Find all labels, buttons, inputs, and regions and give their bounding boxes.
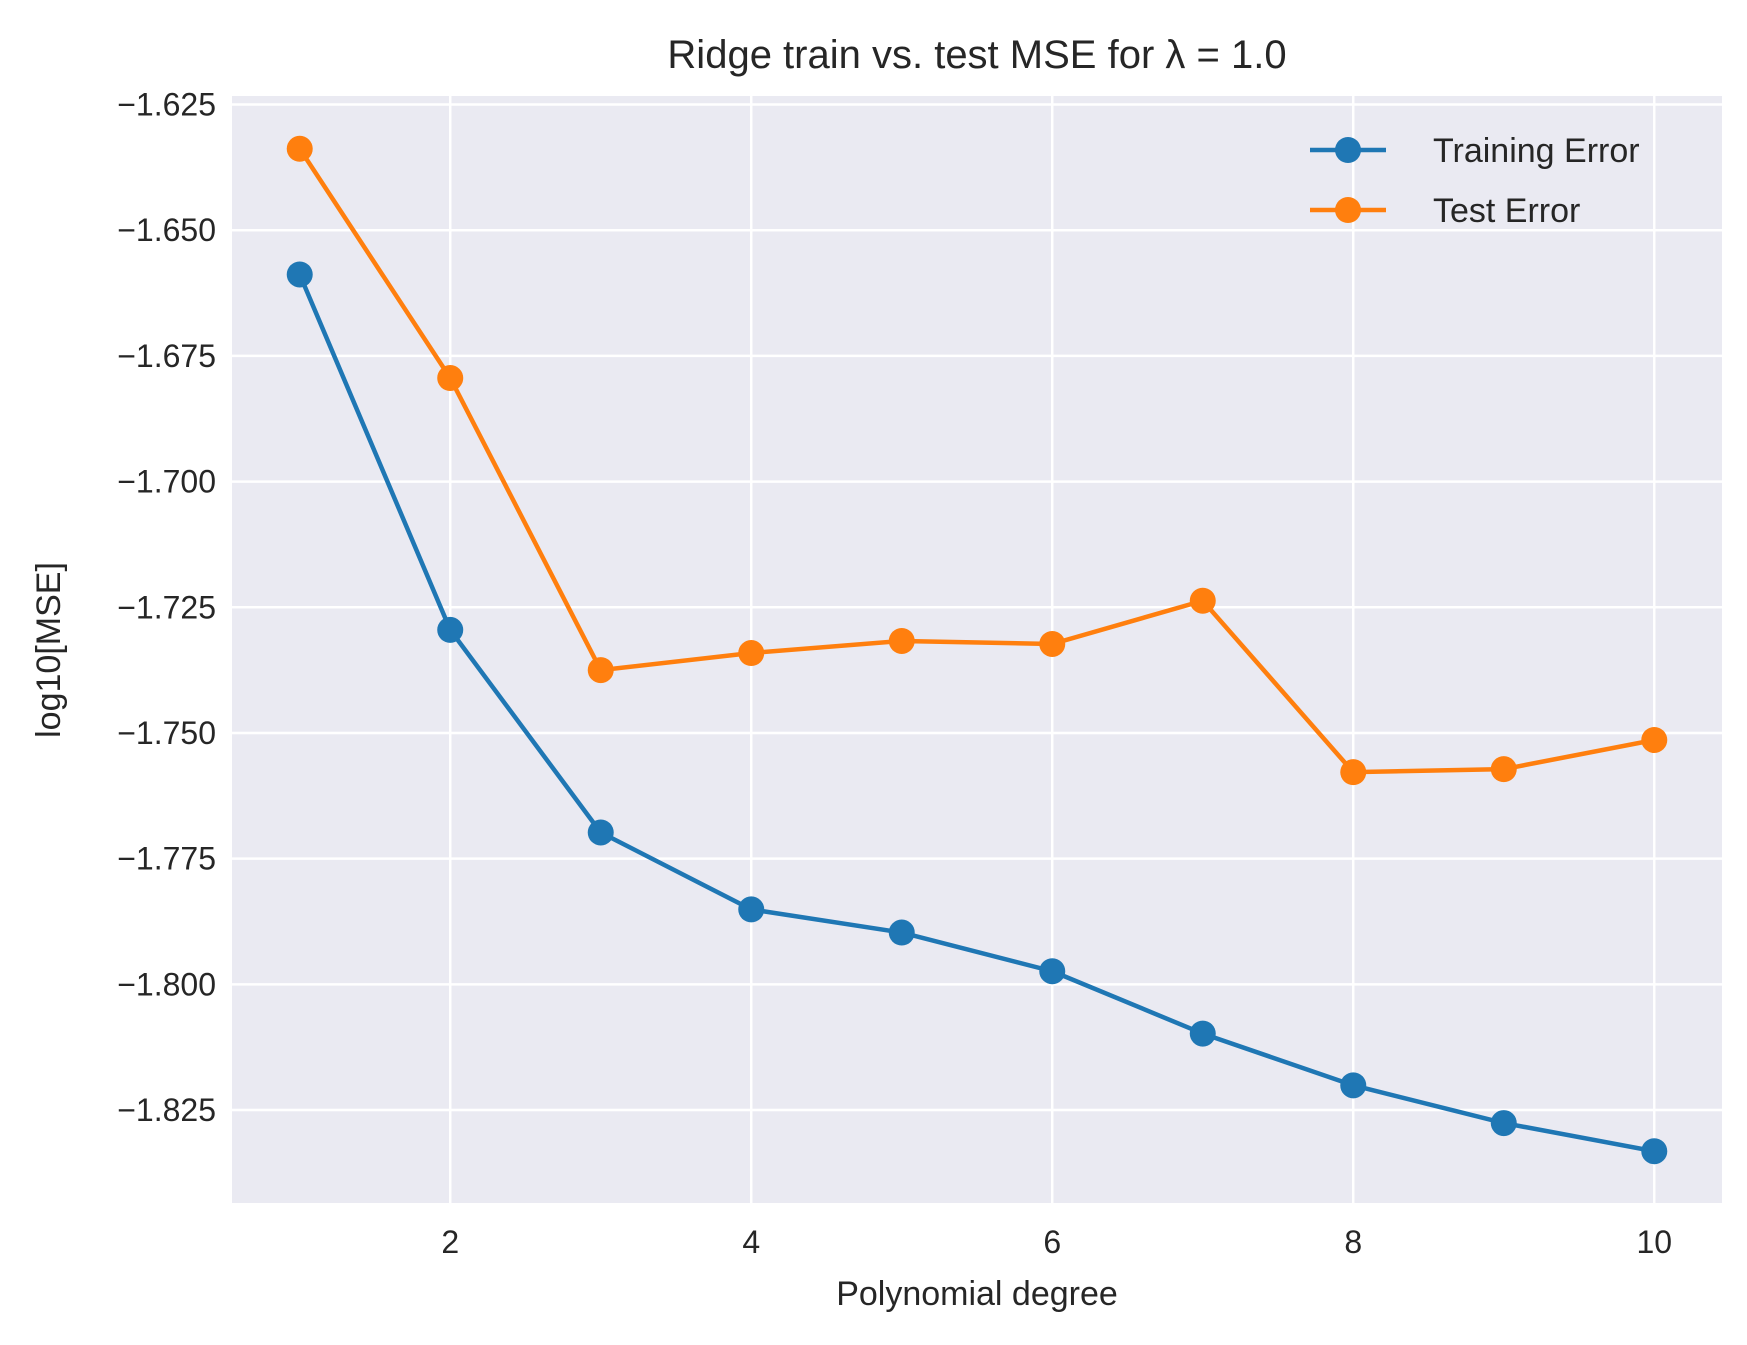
data-point	[1039, 630, 1066, 657]
data-point	[1340, 759, 1367, 786]
legend-entry: Test Error	[1310, 192, 1580, 230]
x-tick-label: 2	[441, 1224, 459, 1260]
legend: Training Error Test Error	[1310, 132, 1640, 230]
plot-area	[232, 96, 1722, 1203]
data-point	[286, 261, 313, 288]
series-line	[297, 147, 1655, 775]
series-test-error	[286, 135, 1668, 786]
data-point	[1340, 1072, 1367, 1099]
data-point	[286, 135, 313, 162]
y-tick-label: −1.800	[117, 966, 216, 1002]
data-point	[888, 919, 915, 946]
series-line	[297, 273, 1655, 1154]
data-point	[738, 896, 765, 923]
y-tick-label: −1.675	[117, 338, 216, 374]
data-point	[437, 365, 464, 392]
legend-label: Training Error	[1433, 132, 1640, 170]
series-layer	[286, 135, 1668, 1165]
x-tick-label: 6	[1043, 1224, 1061, 1260]
data-point	[738, 640, 765, 667]
y-tick-label: −1.750	[117, 715, 216, 751]
x-tick-label: 8	[1344, 1224, 1362, 1260]
y-tick-label: −1.650	[117, 212, 216, 248]
data-point	[1641, 1138, 1668, 1165]
chart-title: Ridge train vs. test MSE for λ = 1.0	[667, 33, 1286, 77]
y-axis-label: log10[MSE]	[30, 562, 68, 738]
data-point	[1641, 726, 1668, 753]
series-training-error	[286, 261, 1668, 1165]
legend-marker	[1335, 197, 1361, 223]
data-point	[888, 627, 915, 654]
x-tick-label: 10	[1636, 1224, 1672, 1260]
y-tick-label: −1.825	[117, 1092, 216, 1128]
legend-label: Test Error	[1433, 192, 1580, 230]
data-point	[1490, 756, 1517, 783]
y-tick-label: −1.625	[117, 87, 216, 123]
data-point	[587, 819, 614, 846]
legend-marker	[1335, 137, 1361, 163]
grid-lines	[232, 96, 1722, 1203]
y-tick-label: −1.725	[117, 589, 216, 625]
data-point	[1039, 958, 1066, 985]
data-point	[437, 616, 464, 643]
y-tick-label: −1.775	[117, 841, 216, 877]
legend-entry: Training Error	[1310, 132, 1640, 170]
data-point	[587, 657, 614, 684]
data-point	[1189, 1020, 1216, 1047]
x-axis-label: Polynomial degree	[836, 1275, 1118, 1313]
tick-labels: 2 4 6 8 10 −1.625 −1.650 −1.675 −1.700 −1.725 −1.7…	[117, 87, 1672, 1260]
data-point	[1490, 1110, 1517, 1137]
y-tick-label: −1.700	[117, 464, 216, 500]
data-point	[1189, 587, 1216, 614]
x-tick-label: 4	[742, 1224, 760, 1260]
